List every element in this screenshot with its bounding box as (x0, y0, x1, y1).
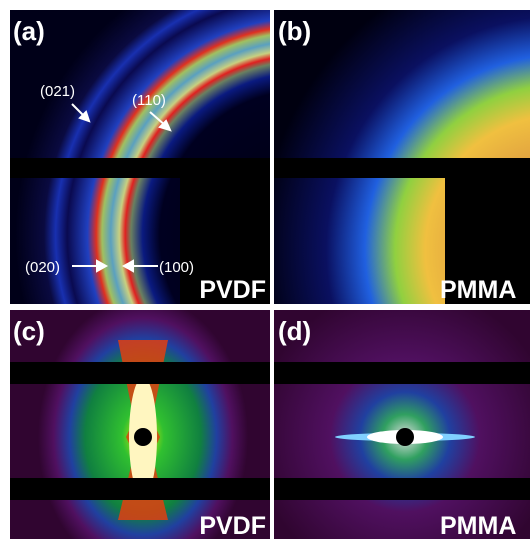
panel-label: (a) (13, 16, 45, 46)
panel-c-image (10, 310, 270, 539)
panel-d-image (274, 310, 530, 539)
figure: (a) PVDF (021) (110) (020) (100) (b) PMM… (0, 0, 530, 539)
sample-label: PVDF (199, 512, 266, 539)
sample-label: PMMA (440, 276, 516, 304)
panel-label: (c) (13, 316, 45, 346)
annotation: (110) (132, 92, 166, 109)
sample-label: PMMA (440, 512, 516, 539)
panel-label: (d) (278, 316, 311, 346)
sample-label: PVDF (199, 276, 266, 304)
panel-b-image (274, 10, 530, 304)
annotation: (020) (25, 259, 60, 276)
annotation: (100) (159, 259, 194, 276)
panel-label: (b) (278, 16, 311, 46)
annotation: (021) (40, 83, 75, 100)
